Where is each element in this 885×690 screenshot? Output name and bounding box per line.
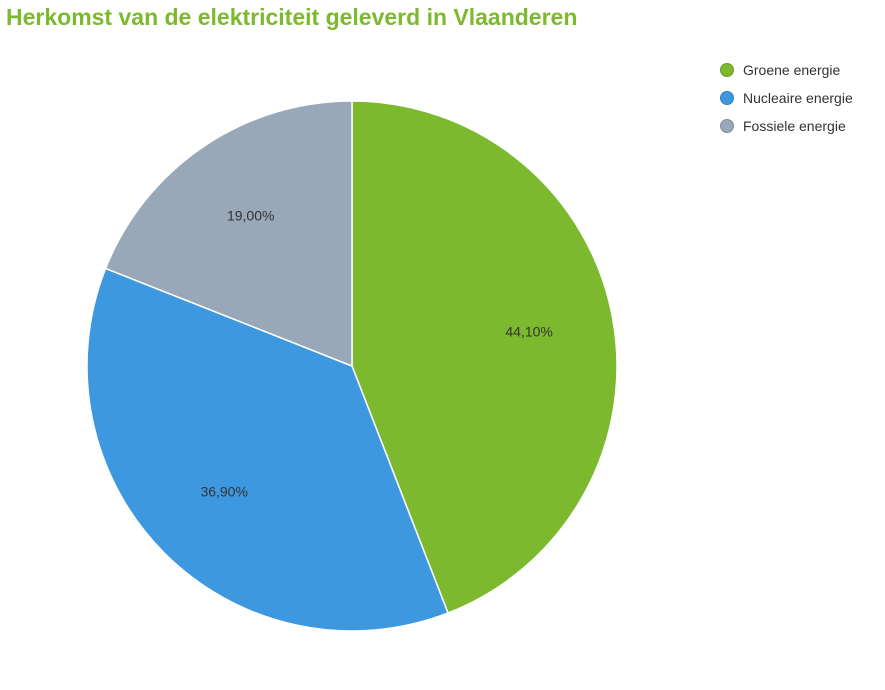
legend-label: Groene energie: [743, 62, 841, 78]
legend-item-groene-energie[interactable]: Groene energie: [720, 56, 853, 84]
slice-label-nucleaire-energie: 36,90%: [200, 484, 247, 500]
legend-label: Nucleaire energie: [743, 90, 853, 106]
legend-label: Fossiele energie: [743, 118, 846, 134]
pie-slice-groene-energie[interactable]: [351, 100, 618, 614]
legend-item-fossiele-energie[interactable]: Fossiele energie: [720, 112, 853, 140]
pie-labels: 44,10% 36,90% 19,00%: [200, 208, 552, 500]
pie-slice-fossiele-energie[interactable]: [104, 100, 353, 368]
pie-slice-nucleaire-energie[interactable]: [86, 267, 449, 632]
legend-swatch: [720, 91, 734, 105]
legend-item-nucleaire-energie[interactable]: Nucleaire energie: [720, 84, 853, 112]
chart-legend: Groene energie Nucleaire energie Fossiel…: [720, 56, 853, 140]
slice-label-fossiele-energie: 19,00%: [227, 208, 274, 224]
legend-swatch: [720, 119, 734, 133]
chart-title: Herkomst van de elektriciteit geleverd i…: [6, 4, 578, 30]
slice-label-groene-energie: 44,10%: [505, 323, 552, 339]
pie-slices: [86, 100, 618, 632]
legend-swatch: [720, 63, 734, 77]
